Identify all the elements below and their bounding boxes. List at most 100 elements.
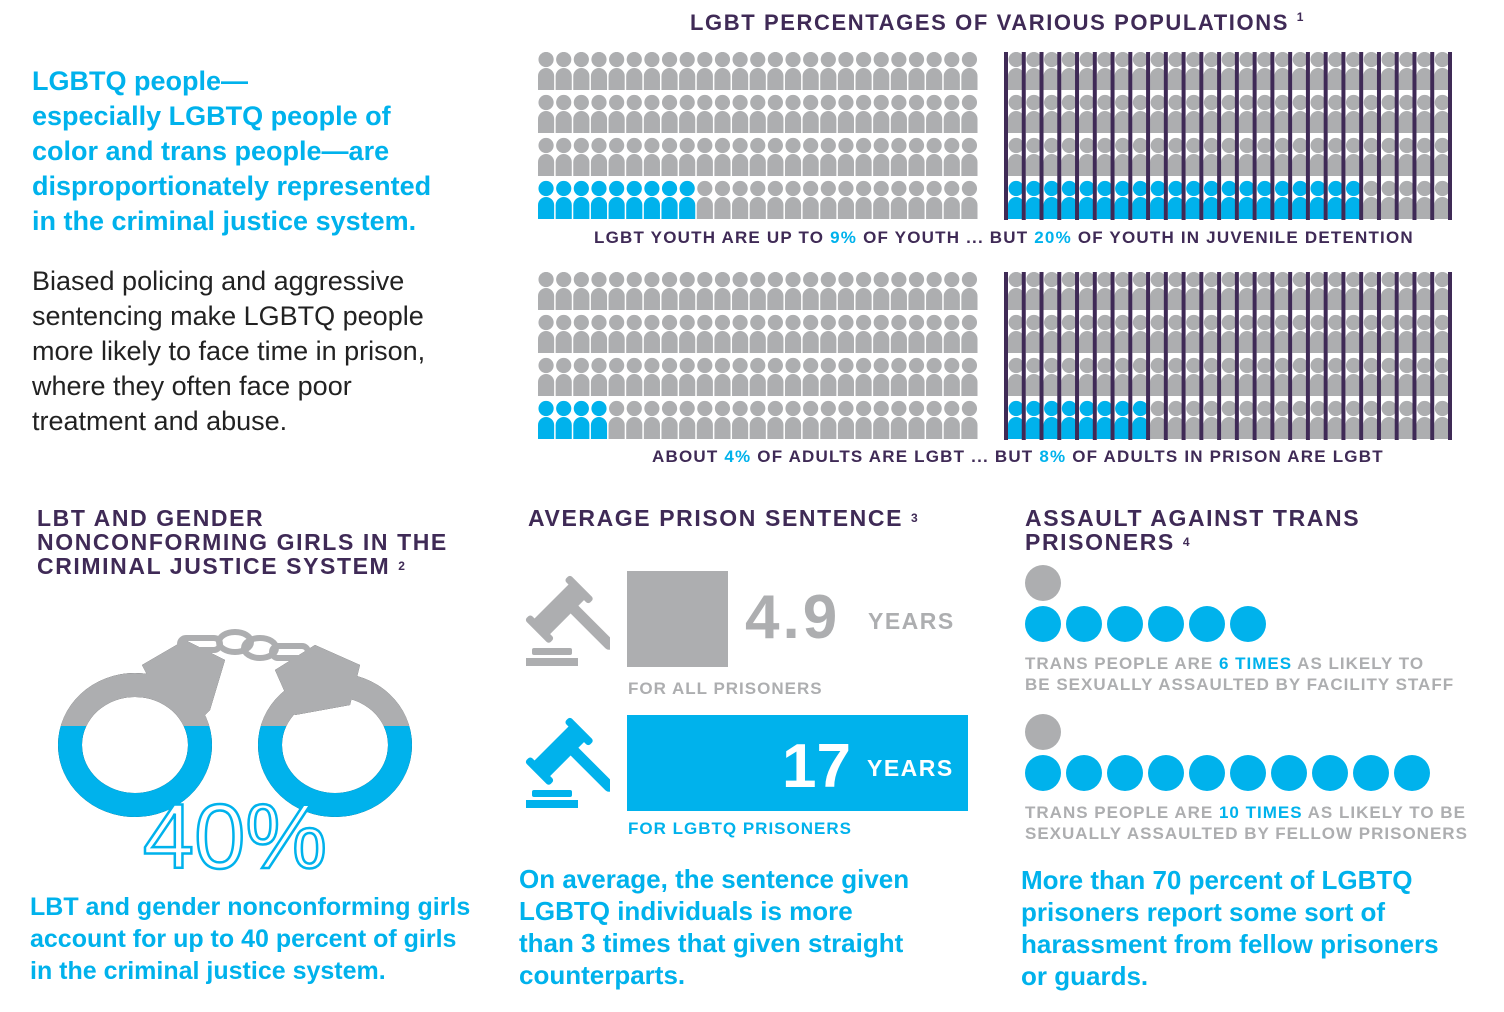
person-icon [1008, 180, 1025, 219]
person-icon [538, 314, 555, 353]
prison-bar [1305, 272, 1310, 440]
person-icon [1398, 52, 1415, 90]
person-icon [767, 137, 784, 176]
prison-bar [1075, 272, 1080, 440]
person-icon [538, 357, 555, 396]
person-icon [1185, 272, 1202, 310]
person-icon [714, 314, 731, 353]
person-icon [820, 272, 837, 310]
person-icon [1061, 357, 1078, 396]
person-icon [1221, 94, 1238, 133]
person-icon [926, 94, 943, 133]
prison-bar [1394, 52, 1399, 220]
person-icon [555, 272, 572, 310]
person-dot [1148, 755, 1184, 791]
person-icon [855, 357, 872, 396]
person-icon [1008, 357, 1025, 396]
person-icon [732, 400, 749, 439]
person-icon [1327, 137, 1344, 176]
person-icon [890, 137, 907, 176]
person-icon [1416, 137, 1433, 176]
person-icon [661, 180, 678, 219]
person-icon [1434, 94, 1451, 133]
dots-prisoners [1025, 714, 1465, 794]
girls-stat: LBT and gender nonconforming girls accoun… [30, 893, 471, 985]
person-icon [784, 272, 802, 310]
person-icon [873, 52, 890, 90]
person-icon [837, 272, 855, 310]
person-icon [1238, 400, 1256, 439]
person-icon [1150, 137, 1167, 176]
person-icon [1345, 272, 1362, 310]
prison-bar [1110, 52, 1115, 220]
prison-bar [1021, 52, 1026, 220]
person-icon [1132, 52, 1149, 90]
person-icon [643, 180, 660, 219]
person-icon [1238, 94, 1256, 133]
person-icon [1238, 52, 1256, 90]
person-icon [1416, 357, 1433, 396]
person-icon [1114, 94, 1131, 133]
person-icon [1114, 137, 1131, 176]
prison-bar [1376, 272, 1381, 440]
person-icon [1327, 180, 1344, 219]
person-icon [1185, 137, 1202, 176]
prison-bar [1412, 52, 1417, 220]
person-icon [908, 137, 925, 176]
person-icon [1096, 52, 1114, 90]
prison-bar [1092, 272, 1097, 440]
person-icon [1345, 400, 1362, 439]
prison-bar [1021, 272, 1026, 440]
person-icon [1221, 137, 1238, 176]
person-icon [767, 180, 784, 219]
person-icon [1150, 314, 1167, 353]
person-icon [573, 314, 590, 353]
person-icon [943, 400, 960, 439]
person-dot [1107, 755, 1143, 791]
person-icon [1327, 52, 1344, 90]
footnote-ref: 1 [1296, 10, 1305, 24]
person-icon [1380, 272, 1398, 310]
person-icon [590, 52, 608, 90]
person-dot [1025, 755, 1061, 791]
person-icon [1380, 137, 1398, 176]
person-dot [1025, 606, 1061, 642]
person-icon [555, 314, 572, 353]
pictograph-youth-detention [1004, 52, 1452, 220]
title-text: LGBT PERCENTAGES OF VARIOUS POPULATIONS [690, 10, 1289, 35]
person-icon [961, 52, 978, 90]
person-icon [608, 357, 625, 396]
person-icon [679, 357, 696, 396]
person-icon [1167, 137, 1185, 176]
person-icon [749, 137, 766, 176]
person-icon [608, 272, 625, 310]
handcuffs-icon: 40% [58, 629, 412, 880]
person-icon [1061, 180, 1078, 219]
person-icon [538, 52, 555, 90]
person-icon [1185, 94, 1202, 133]
prison-bar [1252, 272, 1257, 440]
person-icon [890, 357, 907, 396]
person-icon [1167, 272, 1185, 310]
person-icon [1221, 400, 1238, 439]
prison-bar [1128, 52, 1133, 220]
person-icon [679, 137, 696, 176]
person-icon [1221, 357, 1238, 396]
person-icon [1363, 357, 1380, 396]
person-icon [802, 94, 819, 133]
staff-caption: TRANS PEOPLE ARE 6 TIMES AS LIKELY TO BE … [1025, 654, 1455, 694]
person-icon [784, 314, 802, 353]
person-icon [908, 357, 925, 396]
prison-bar [1430, 52, 1435, 220]
person-icon [573, 400, 590, 439]
prison-bar [1146, 272, 1151, 440]
person-icon [1345, 357, 1362, 396]
person-icon [802, 180, 819, 219]
person-icon [1256, 400, 1273, 439]
prison-bar [1004, 272, 1008, 440]
person-icon [1380, 314, 1398, 353]
sentence-stat: On average, the sentence given LGBTQ indi… [519, 864, 910, 990]
person-icon [590, 180, 608, 219]
person-dot [1312, 755, 1348, 791]
person-icon [802, 357, 819, 396]
